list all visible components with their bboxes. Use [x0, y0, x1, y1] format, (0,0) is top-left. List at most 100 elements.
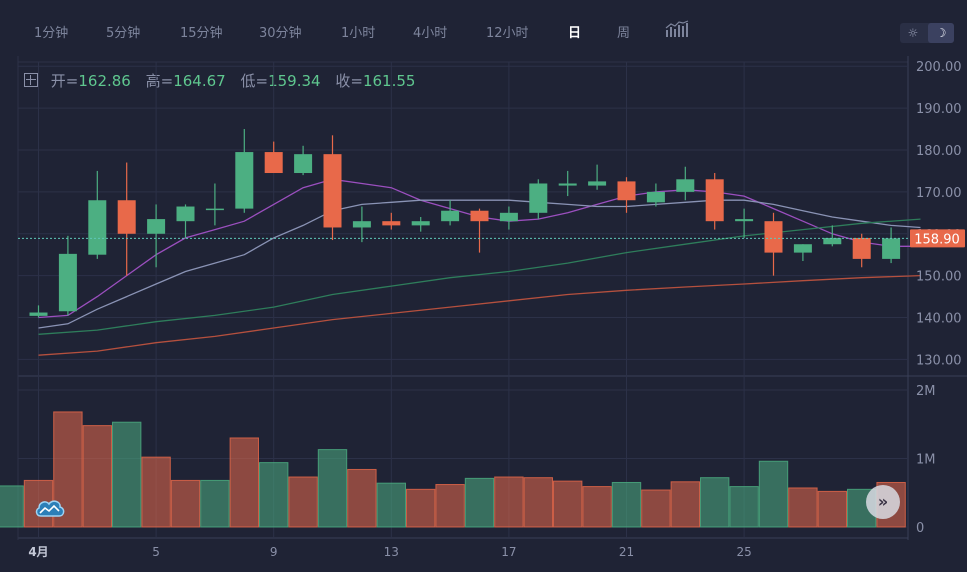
candle-body [352, 221, 371, 228]
price-tick-label: 190.00 [916, 102, 962, 117]
interval-30m[interactable]: 30分钟 [259, 26, 302, 41]
candle-body [852, 237, 871, 259]
candle-body [147, 219, 166, 234]
low-value: 159.34 [268, 72, 321, 90]
price-tick-label: 140.00 [916, 312, 962, 327]
candle-body [617, 181, 636, 201]
candle-body [882, 238, 901, 259]
candle-body [176, 206, 195, 222]
high-label: 高= [145, 72, 174, 90]
candle-body [470, 210, 489, 222]
interval-1h[interactable]: 1小时 [341, 26, 376, 41]
bar-chart-icon-svg [665, 20, 689, 37]
candle-body [117, 200, 136, 234]
candle-body [646, 191, 665, 203]
interval-15m[interactable]: 15分钟 [180, 26, 223, 41]
volume-bar [729, 486, 759, 528]
ma60-line [38, 274, 921, 356]
volume-bar [141, 456, 171, 528]
interval-day[interactable]: 日 [568, 26, 582, 41]
current-price-badge [910, 229, 965, 248]
volume-bar [170, 479, 201, 528]
candle-body [735, 219, 754, 222]
volume-bar [494, 476, 524, 528]
candle-body [382, 221, 401, 226]
volume-bar [611, 481, 642, 528]
date-tick-label: 5 [152, 545, 160, 559]
volume-bar [259, 462, 289, 528]
volume-bar [347, 468, 377, 528]
candle-body [529, 183, 548, 213]
volume-bar [758, 460, 789, 528]
volume-bar [788, 487, 818, 528]
moving-average-lines [38, 178, 921, 356]
candle-body [88, 200, 107, 255]
volume-bar [317, 449, 348, 528]
volume-bar [553, 480, 583, 528]
price-tick-label: 150.00 [916, 270, 962, 285]
price-tick-label: 180.00 [916, 144, 962, 159]
candle-body [29, 312, 48, 316]
date-tick-label: 4月 [28, 545, 48, 559]
date-tick-label: 21 [619, 545, 634, 559]
open-value: 162.86 [78, 72, 131, 90]
interval-toolbar: 1分钟 5分钟 15分钟 30分钟 1小时 4小时 12小时 日 周 ☼ ☽ [0, 0, 967, 60]
candle-body [499, 212, 518, 222]
candle-body [411, 221, 430, 226]
volume-bar [435, 484, 465, 528]
ohlc-legend: 开=162.86 高=164.67 低=159.34 收=161.55 [24, 70, 425, 91]
volume-bar [82, 425, 112, 528]
volume-tick-label: 2M [916, 384, 936, 399]
crosshair-toggle-icon[interactable] [24, 73, 38, 87]
candle-body [441, 210, 460, 222]
volume-bar [670, 481, 700, 528]
cloud-logo-icon [35, 500, 65, 517]
candle-body [588, 181, 607, 186]
date-tick-label: 17 [501, 545, 516, 559]
interval-4h[interactable]: 4小时 [413, 26, 448, 41]
scroll-to-latest-button[interactable]: » [866, 485, 900, 519]
candle-body [205, 208, 224, 211]
high-value: 164.67 [173, 72, 226, 90]
volume-bars [0, 411, 906, 528]
candle-body [676, 179, 695, 192]
volume-bar [406, 488, 436, 528]
open-label: 开= [50, 72, 79, 90]
volume-bar [288, 476, 318, 528]
volume-tick-label: 0 [916, 521, 924, 536]
candles [29, 129, 901, 318]
interval-week[interactable]: 周 [617, 26, 631, 41]
candle-body [235, 152, 254, 209]
interval-5m[interactable]: 5分钟 [106, 26, 141, 41]
candle-body [558, 183, 577, 186]
sun-icon[interactable]: ☼ [907, 26, 919, 40]
axes: 130.00140.00150.00160.00170.00180.00190.… [18, 60, 965, 559]
moon-icon[interactable]: ☽ [928, 23, 954, 43]
candle-body [705, 179, 724, 222]
date-tick-label: 9 [270, 545, 278, 559]
price-tick-label: 130.00 [916, 353, 962, 368]
volume-bar [376, 482, 407, 528]
price-tick-label: 200.00 [916, 60, 962, 75]
current-price-label: 158.90 [914, 232, 960, 247]
volume-bar [523, 477, 553, 528]
candle-body [294, 154, 313, 174]
volume-bar [817, 490, 847, 528]
candle-body [323, 154, 342, 228]
interval-12h[interactable]: 12小时 [486, 26, 529, 41]
volume-bar [464, 477, 495, 528]
volume-bar [0, 485, 24, 528]
volume-bar [641, 489, 671, 528]
volume-tick-label: 1M [916, 453, 936, 468]
candle-body [264, 152, 283, 174]
low-label: 低= [240, 72, 269, 90]
close-label: 收= [335, 72, 363, 90]
date-tick-label: 25 [736, 545, 751, 559]
bar-chart-icon[interactable] [665, 20, 689, 42]
interval-1m[interactable]: 1分钟 [34, 26, 69, 41]
candle-body [764, 221, 783, 253]
volume-bar [112, 421, 142, 528]
theme-toggle[interactable]: ☼ ☽ [900, 23, 954, 43]
